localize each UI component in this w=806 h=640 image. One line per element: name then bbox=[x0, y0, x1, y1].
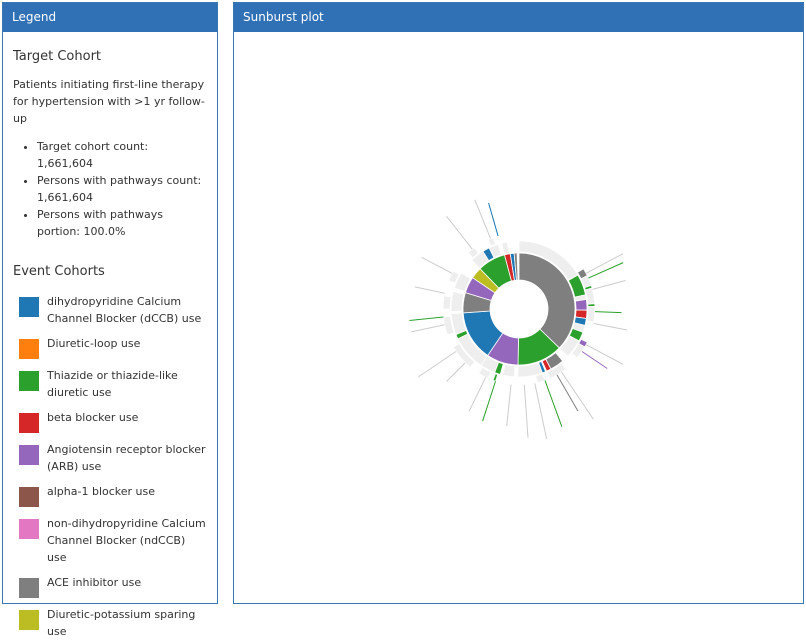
event-cohort-item: non-dihydropyridine Calcium Channel Bloc… bbox=[13, 515, 207, 566]
sunburst-segment-ring1 bbox=[518, 252, 576, 349]
color-swatch bbox=[19, 487, 39, 507]
event-cohort-item: ACE inhibitor use bbox=[13, 574, 207, 598]
event-cohort-item: Angiotensin receptor blocker (ARB) use bbox=[13, 441, 207, 475]
sunburst-spoke bbox=[409, 316, 444, 322]
event-cohort-label: alpha-1 blocker use bbox=[47, 485, 156, 498]
sunburst-segment-ring2 bbox=[559, 335, 580, 357]
sunburst-segment-ring3 bbox=[487, 237, 496, 247]
target-cohort-title: Target Cohort bbox=[13, 49, 102, 64]
cohort-stats-list: Target cohort count: 1,661,604 Persons w… bbox=[13, 138, 207, 240]
color-swatch bbox=[19, 297, 39, 317]
event-cohort-item: alpha-1 blocker use bbox=[13, 483, 207, 507]
stat-target-count: Target cohort count: 1,661,604 bbox=[37, 138, 207, 172]
event-cohort-item: Diuretic-potassium sparing use bbox=[13, 606, 207, 640]
sunburst-segment-ring1 bbox=[513, 252, 519, 281]
sunburst-spoke bbox=[585, 253, 624, 274]
sunburst-spoke bbox=[594, 311, 622, 314]
event-cohort-label: Diuretic-loop use bbox=[47, 337, 141, 350]
event-cohort-label: Angiotensin receptor blocker (ARB) use bbox=[47, 443, 206, 473]
color-swatch bbox=[19, 578, 39, 598]
legend-panel: Legend Target Cohort Patients initiating… bbox=[2, 2, 218, 638]
sunburst-segment-ring3 bbox=[452, 342, 476, 368]
sunburst-segment-ring2 bbox=[502, 363, 516, 378]
event-cohort-label: Diuretic-potassium sparing use bbox=[47, 608, 196, 638]
sunburst-segment-ring3 bbox=[478, 366, 492, 379]
sunburst-spoke bbox=[446, 362, 466, 382]
sunburst-spoke bbox=[417, 351, 457, 378]
sunburst-spoke bbox=[588, 262, 624, 279]
color-swatch bbox=[19, 339, 39, 359]
event-cohort-label: ACE inhibitor use bbox=[47, 576, 142, 589]
color-swatch bbox=[19, 371, 39, 391]
event-cohort-label: dihydropyridine Calcium Channel Blocker … bbox=[47, 295, 202, 325]
sunburst-spoke bbox=[474, 199, 491, 239]
sunburst-segment-ring3 bbox=[571, 342, 586, 359]
sunburst-segment-ring2 bbox=[450, 312, 467, 335]
stat-pathways-portion: Persons with pathways portion: 100.0% bbox=[37, 206, 207, 240]
event-cohort-item: Diuretic-loop use bbox=[13, 335, 207, 359]
sunburst-spoke bbox=[592, 279, 626, 290]
event-cohort-item: Thiazide or thiazide-like diuretic use bbox=[13, 367, 207, 401]
target-cohort-description: Patients initiating first-line therapy f… bbox=[13, 78, 205, 125]
event-cohort-label: beta blocker use bbox=[47, 411, 139, 424]
sunburst-spoke bbox=[523, 384, 529, 438]
sunburst-spoke bbox=[506, 384, 512, 427]
sunburst-spoke bbox=[561, 371, 594, 420]
sunburst-spoke bbox=[446, 215, 473, 250]
event-cohort-label: Thiazide or thiazide-like diuretic use bbox=[47, 369, 178, 399]
stat-pathways-count: Persons with pathways count: 1,661,604 bbox=[37, 172, 207, 206]
sunburst-segment-ring3 bbox=[448, 270, 460, 284]
legend-body: Target Cohort Patients initiating first-… bbox=[3, 49, 217, 640]
sunburst-segment-ring3 bbox=[546, 362, 567, 379]
sunburst-spoke bbox=[585, 344, 624, 365]
sunburst-segment-ring3 bbox=[442, 295, 452, 310]
sunburst-segment-ring2 bbox=[541, 358, 552, 372]
sunburst-spoke bbox=[581, 351, 608, 369]
sunburst-spoke bbox=[534, 383, 548, 440]
sunburst-segment-ring3 bbox=[586, 305, 596, 323]
event-cohort-label: non-dihydropyridine Calcium Channel Bloc… bbox=[47, 517, 206, 564]
sunburst-segment-ring2 bbox=[450, 290, 465, 312]
event-cohort-item: dihydropyridine Calcium Channel Blocker … bbox=[13, 293, 207, 327]
sunburst-segment-ring2 bbox=[488, 243, 502, 259]
sunburst-spoke bbox=[593, 323, 628, 331]
sunburst-segment-ring2 bbox=[574, 299, 588, 311]
color-swatch bbox=[19, 610, 39, 630]
sunburst-spoke bbox=[488, 202, 499, 237]
sunburst-header: Sunburst plot bbox=[234, 3, 803, 32]
legend-header: Legend bbox=[3, 3, 217, 32]
event-cohort-item: beta blocker use bbox=[13, 409, 207, 433]
event-cohorts-title: Event Cohorts bbox=[13, 264, 105, 279]
color-swatch bbox=[19, 413, 39, 433]
sunburst-spoke bbox=[421, 256, 453, 274]
sunburst-segment-ring2 bbox=[500, 241, 510, 255]
event-cohort-list: dihydropyridine Calcium Channel Blocker … bbox=[13, 293, 207, 640]
sunburst-segment-ring3 bbox=[535, 373, 546, 384]
sunburst-spoke bbox=[468, 377, 487, 412]
color-swatch bbox=[19, 445, 39, 465]
sunburst-spoke bbox=[414, 286, 445, 294]
sunburst-segment-ring2 bbox=[517, 362, 543, 378]
color-swatch bbox=[19, 519, 39, 539]
sunburst-chart bbox=[409, 199, 628, 440]
sunburst-spoke bbox=[544, 380, 563, 428]
sunburst-spoke bbox=[482, 381, 496, 422]
sunburst-segment-ring3 bbox=[467, 246, 480, 259]
sunburst-spoke bbox=[411, 324, 445, 333]
sunburst-spoke bbox=[556, 374, 579, 412]
sunburst-segment-ring3 bbox=[492, 373, 499, 382]
sunburst-segment-ring3 bbox=[442, 315, 455, 336]
sunburst-panel: Sunburst plot bbox=[233, 2, 804, 604]
sunburst-segment-ring2 bbox=[453, 272, 472, 292]
